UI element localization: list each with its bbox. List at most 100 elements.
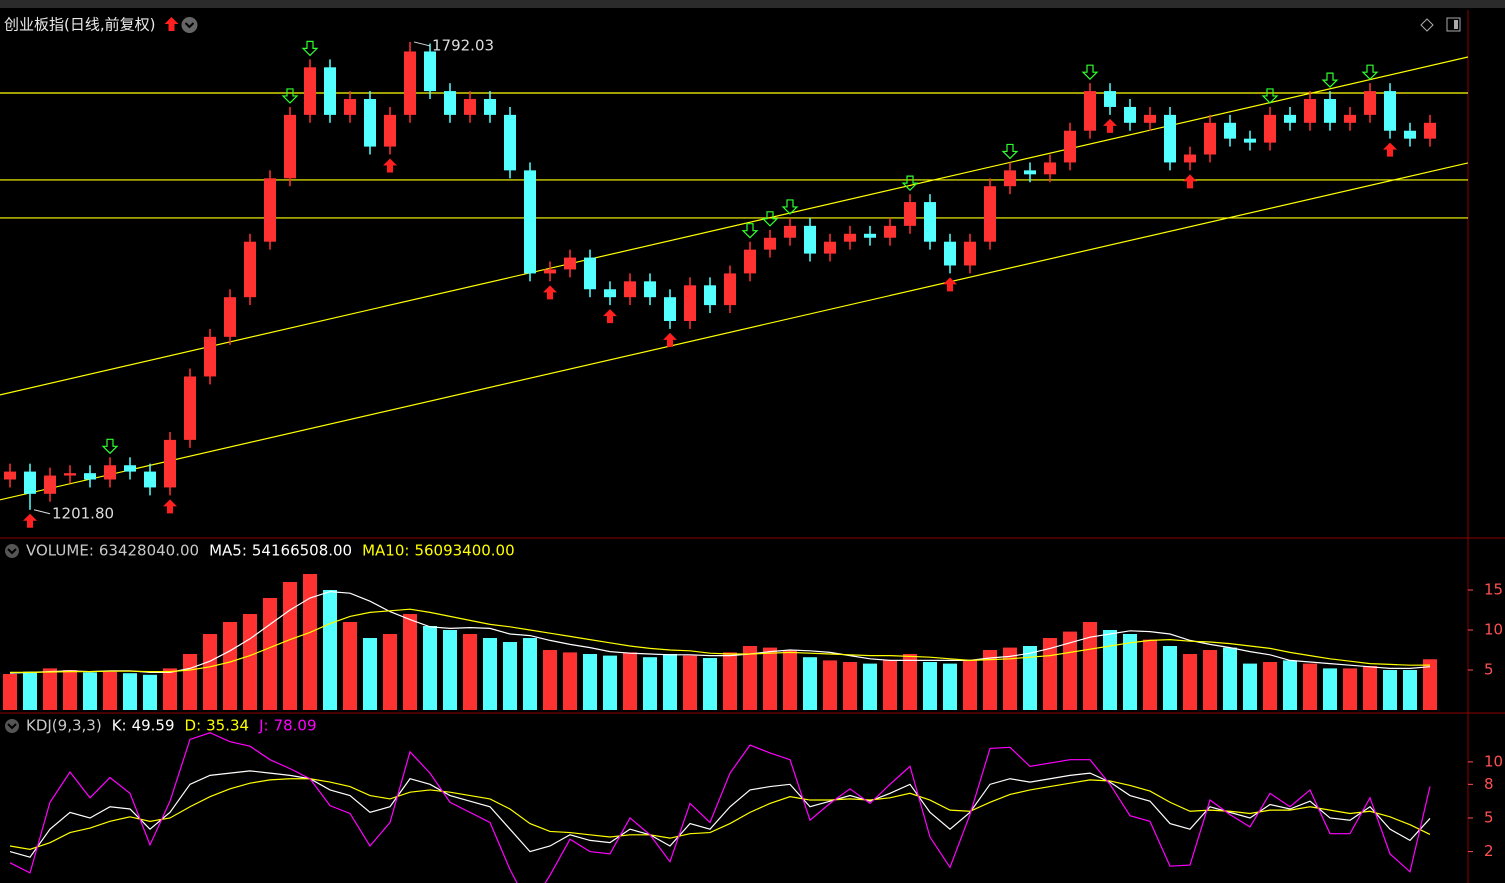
legend-name: J: bbox=[258, 717, 268, 735]
volume-bar bbox=[703, 658, 717, 710]
candle-body bbox=[924, 202, 936, 242]
sell-signal bbox=[901, 175, 919, 191]
candle-body bbox=[664, 297, 676, 321]
y-tick-label: 10 bbox=[1484, 621, 1503, 639]
collapse-icon[interactable] bbox=[5, 719, 19, 733]
y-tick-label: 2 bbox=[1484, 842, 1494, 860]
volume-bar bbox=[1163, 646, 1177, 710]
legend-name: MA10: bbox=[362, 542, 409, 560]
candle-body bbox=[1104, 91, 1116, 107]
candle-body bbox=[784, 225, 796, 238]
candle-body bbox=[1344, 114, 1356, 123]
candle-body bbox=[64, 473, 76, 476]
icon bbox=[7, 548, 17, 555]
collapse-icon[interactable] bbox=[5, 544, 19, 558]
sell-signal bbox=[1321, 72, 1339, 88]
kdj-line bbox=[9, 778, 1431, 850]
candle-body bbox=[104, 465, 116, 480]
volume-bar bbox=[543, 650, 557, 710]
volume-bar bbox=[243, 614, 257, 710]
volume-bar bbox=[83, 672, 97, 710]
candle-body bbox=[4, 471, 16, 480]
candle-body bbox=[24, 471, 36, 494]
candle-body bbox=[1024, 170, 1036, 175]
volume-bar bbox=[763, 647, 777, 710]
volume-bar bbox=[383, 634, 397, 710]
volume-bar bbox=[983, 650, 997, 710]
candle-body bbox=[1304, 99, 1316, 123]
candle-body bbox=[1404, 130, 1416, 139]
buy-signal bbox=[603, 309, 617, 324]
volume-bar bbox=[883, 660, 897, 710]
annotation: 1792.03 bbox=[432, 36, 494, 54]
volume-bar bbox=[583, 654, 597, 710]
candle-body bbox=[424, 51, 436, 92]
icon bbox=[1420, 18, 1434, 32]
candle-body bbox=[284, 114, 296, 179]
candle-body bbox=[544, 269, 556, 274]
volume-bar bbox=[1383, 670, 1397, 710]
icon bbox=[184, 22, 195, 29]
candle-body bbox=[584, 257, 596, 290]
candle-body bbox=[904, 202, 916, 226]
candle-body bbox=[1364, 91, 1376, 115]
candle-body bbox=[124, 465, 136, 472]
sell-signal bbox=[301, 40, 319, 57]
volume-bar bbox=[643, 657, 657, 710]
buy-signal bbox=[163, 499, 177, 514]
candle-body bbox=[224, 297, 236, 337]
volume-panel bbox=[3, 574, 1437, 710]
volume-bar bbox=[103, 671, 117, 710]
sell-signal bbox=[1361, 64, 1379, 81]
volume-bar bbox=[843, 662, 857, 710]
icon[interactable] bbox=[1446, 17, 1461, 32]
candle-body bbox=[1004, 170, 1016, 187]
candle-body bbox=[1264, 114, 1276, 143]
volume-bar bbox=[263, 598, 277, 710]
volume-bar bbox=[1423, 659, 1437, 710]
candle-body bbox=[344, 99, 356, 115]
volume-bar bbox=[283, 582, 297, 710]
volume-bar bbox=[663, 654, 677, 710]
candle-body bbox=[244, 241, 256, 298]
legend-value: 56093400.00 bbox=[414, 542, 514, 560]
indicator-name: KDJ(9,3,3) bbox=[26, 717, 102, 735]
volume-bar bbox=[363, 638, 377, 710]
volume-bar bbox=[223, 622, 237, 710]
volume-bar bbox=[1063, 631, 1077, 710]
candle-body bbox=[204, 336, 216, 377]
icon bbox=[7, 723, 17, 730]
channel-line bbox=[0, 162, 1468, 501]
volume-bar bbox=[863, 663, 877, 710]
candle-body bbox=[704, 285, 716, 306]
volume-bar bbox=[1003, 647, 1017, 710]
candle-body bbox=[84, 473, 96, 480]
ma-line bbox=[10, 608, 1431, 673]
buy-signal bbox=[1103, 118, 1117, 133]
volume-bar bbox=[603, 655, 617, 710]
buy-signal bbox=[663, 332, 677, 347]
candle-body bbox=[684, 285, 696, 321]
volume-bar bbox=[523, 638, 537, 710]
candle-body bbox=[844, 233, 856, 242]
y-tick-label: 5 bbox=[1484, 661, 1494, 679]
candle-body bbox=[944, 241, 956, 266]
volume-bar bbox=[163, 668, 177, 710]
volume-bar bbox=[923, 662, 937, 710]
icon[interactable] bbox=[181, 17, 198, 33]
sell-signal bbox=[1001, 143, 1019, 160]
volume-bar bbox=[323, 590, 337, 710]
buy-signal bbox=[1383, 142, 1397, 157]
candle-body bbox=[464, 99, 476, 115]
volume-bar bbox=[623, 652, 637, 710]
candle-body bbox=[964, 241, 976, 266]
volume-bar bbox=[343, 622, 357, 710]
sell-signal bbox=[761, 211, 779, 227]
candle-body bbox=[1244, 138, 1256, 143]
price-panel bbox=[0, 40, 1468, 528]
volume-bar bbox=[963, 660, 977, 710]
candle-body bbox=[1144, 114, 1156, 123]
candle-body bbox=[44, 475, 56, 494]
